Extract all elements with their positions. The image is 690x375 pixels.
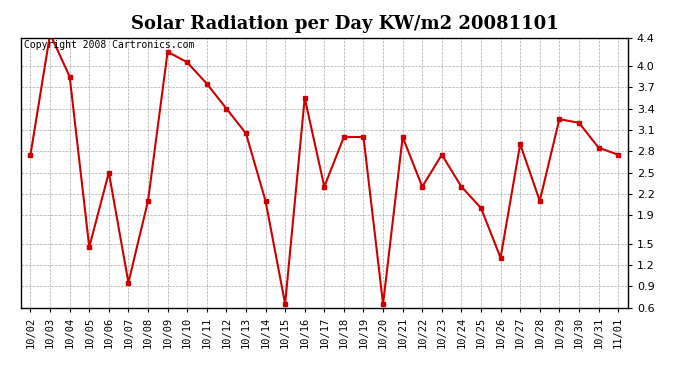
Text: Solar Radiation per Day KW/m2 20081101: Solar Radiation per Day KW/m2 20081101: [131, 15, 559, 33]
Text: Copyright 2008 Cartronics.com: Copyright 2008 Cartronics.com: [23, 40, 194, 50]
